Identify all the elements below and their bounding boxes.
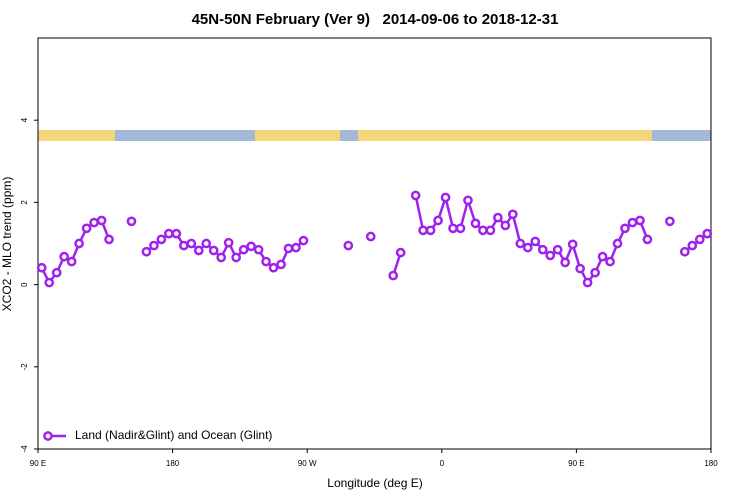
data-point xyxy=(156,234,167,245)
x-tick-label: 0 xyxy=(440,459,445,468)
data-point xyxy=(590,267,600,278)
data-point xyxy=(149,240,159,251)
data-point xyxy=(216,252,227,263)
data-point xyxy=(620,223,630,234)
y-tick-label: 2 xyxy=(20,200,29,205)
y-tick-label: 4 xyxy=(20,117,29,122)
data-point xyxy=(89,217,99,228)
data-point xyxy=(388,270,399,281)
data-point xyxy=(642,234,653,245)
data-point xyxy=(246,241,256,252)
data-point xyxy=(500,220,511,231)
data-point xyxy=(470,218,481,229)
data-point xyxy=(81,223,92,234)
map-strip xyxy=(38,130,711,141)
data-point xyxy=(537,244,548,255)
data-point xyxy=(126,216,137,227)
x-tick-label: 90 E xyxy=(568,459,584,468)
data-point xyxy=(440,192,451,203)
x-tick-label: 90 E xyxy=(30,459,46,468)
data-point xyxy=(455,223,466,234)
data-point xyxy=(612,238,623,249)
data-point xyxy=(59,251,70,262)
data-point xyxy=(679,246,690,257)
data-point xyxy=(44,277,55,288)
x-tick-label: 180 xyxy=(704,459,718,468)
data-point xyxy=(164,228,174,239)
data-point xyxy=(231,252,242,263)
data-point xyxy=(605,256,615,267)
data-point xyxy=(238,244,249,255)
data-point xyxy=(582,277,593,288)
data-point xyxy=(343,240,354,251)
data-point xyxy=(171,228,182,239)
data-point xyxy=(687,240,698,251)
data-point xyxy=(702,228,713,239)
data-point xyxy=(522,242,533,253)
data-point xyxy=(597,251,608,262)
data-point xyxy=(186,238,197,249)
data-point xyxy=(104,234,114,245)
series-line xyxy=(40,192,709,285)
y-tick-label: -4 xyxy=(20,445,29,453)
land-band xyxy=(255,130,340,141)
data-point xyxy=(545,250,556,261)
x-tick-label: 90 W xyxy=(298,459,317,468)
land-band xyxy=(358,130,652,141)
data-point xyxy=(493,212,503,223)
data-point xyxy=(530,236,541,247)
data-point xyxy=(291,242,301,253)
data-point xyxy=(478,225,488,236)
data-point xyxy=(141,246,152,257)
data-point xyxy=(425,225,436,236)
data-point xyxy=(560,257,571,268)
chart-title: 45N-50N February (Ver 9) 2014-09-06 to 2… xyxy=(192,11,559,28)
data-point xyxy=(283,243,294,254)
data-point xyxy=(36,262,47,273)
land-band xyxy=(38,130,115,141)
data-point xyxy=(223,237,234,248)
data-point xyxy=(507,209,518,220)
data-point xyxy=(515,238,526,249)
data-point xyxy=(433,215,443,226)
plot-frame xyxy=(37,37,712,450)
y-tick-label: 0 xyxy=(20,282,29,287)
data-point xyxy=(201,238,212,249)
data-point xyxy=(552,244,563,255)
data-point xyxy=(261,256,271,267)
data-point xyxy=(208,245,219,256)
data-point xyxy=(418,225,428,236)
y-tick-label: -2 xyxy=(20,363,29,371)
data-point xyxy=(627,217,638,228)
data-point xyxy=(410,190,421,201)
data-point xyxy=(448,223,458,234)
data-point xyxy=(276,259,286,270)
data-point xyxy=(567,239,578,250)
data-point xyxy=(178,240,189,251)
data-point xyxy=(365,231,376,242)
data-point xyxy=(298,235,309,246)
data-point xyxy=(395,247,406,258)
data-point xyxy=(575,263,585,274)
legend-marker xyxy=(43,431,53,441)
data-point xyxy=(74,238,84,249)
data-point xyxy=(463,195,473,206)
data-point xyxy=(485,225,496,236)
x-tick-label: 180 xyxy=(166,459,180,468)
data-point xyxy=(193,245,204,256)
data-point xyxy=(96,215,107,226)
data-point xyxy=(253,244,264,255)
data-point xyxy=(268,262,279,273)
y-axis-label: XCO2 - MLO trend (ppm) xyxy=(0,177,14,312)
data-point xyxy=(665,216,675,227)
data-point xyxy=(66,256,77,267)
data-point xyxy=(51,267,62,278)
x-axis-label: Longitude (deg E) xyxy=(327,476,422,490)
data-point xyxy=(694,234,705,245)
legend-label: Land (Nadir&Glint) and Ocean (Glint) xyxy=(75,428,272,442)
data-point xyxy=(635,215,645,226)
